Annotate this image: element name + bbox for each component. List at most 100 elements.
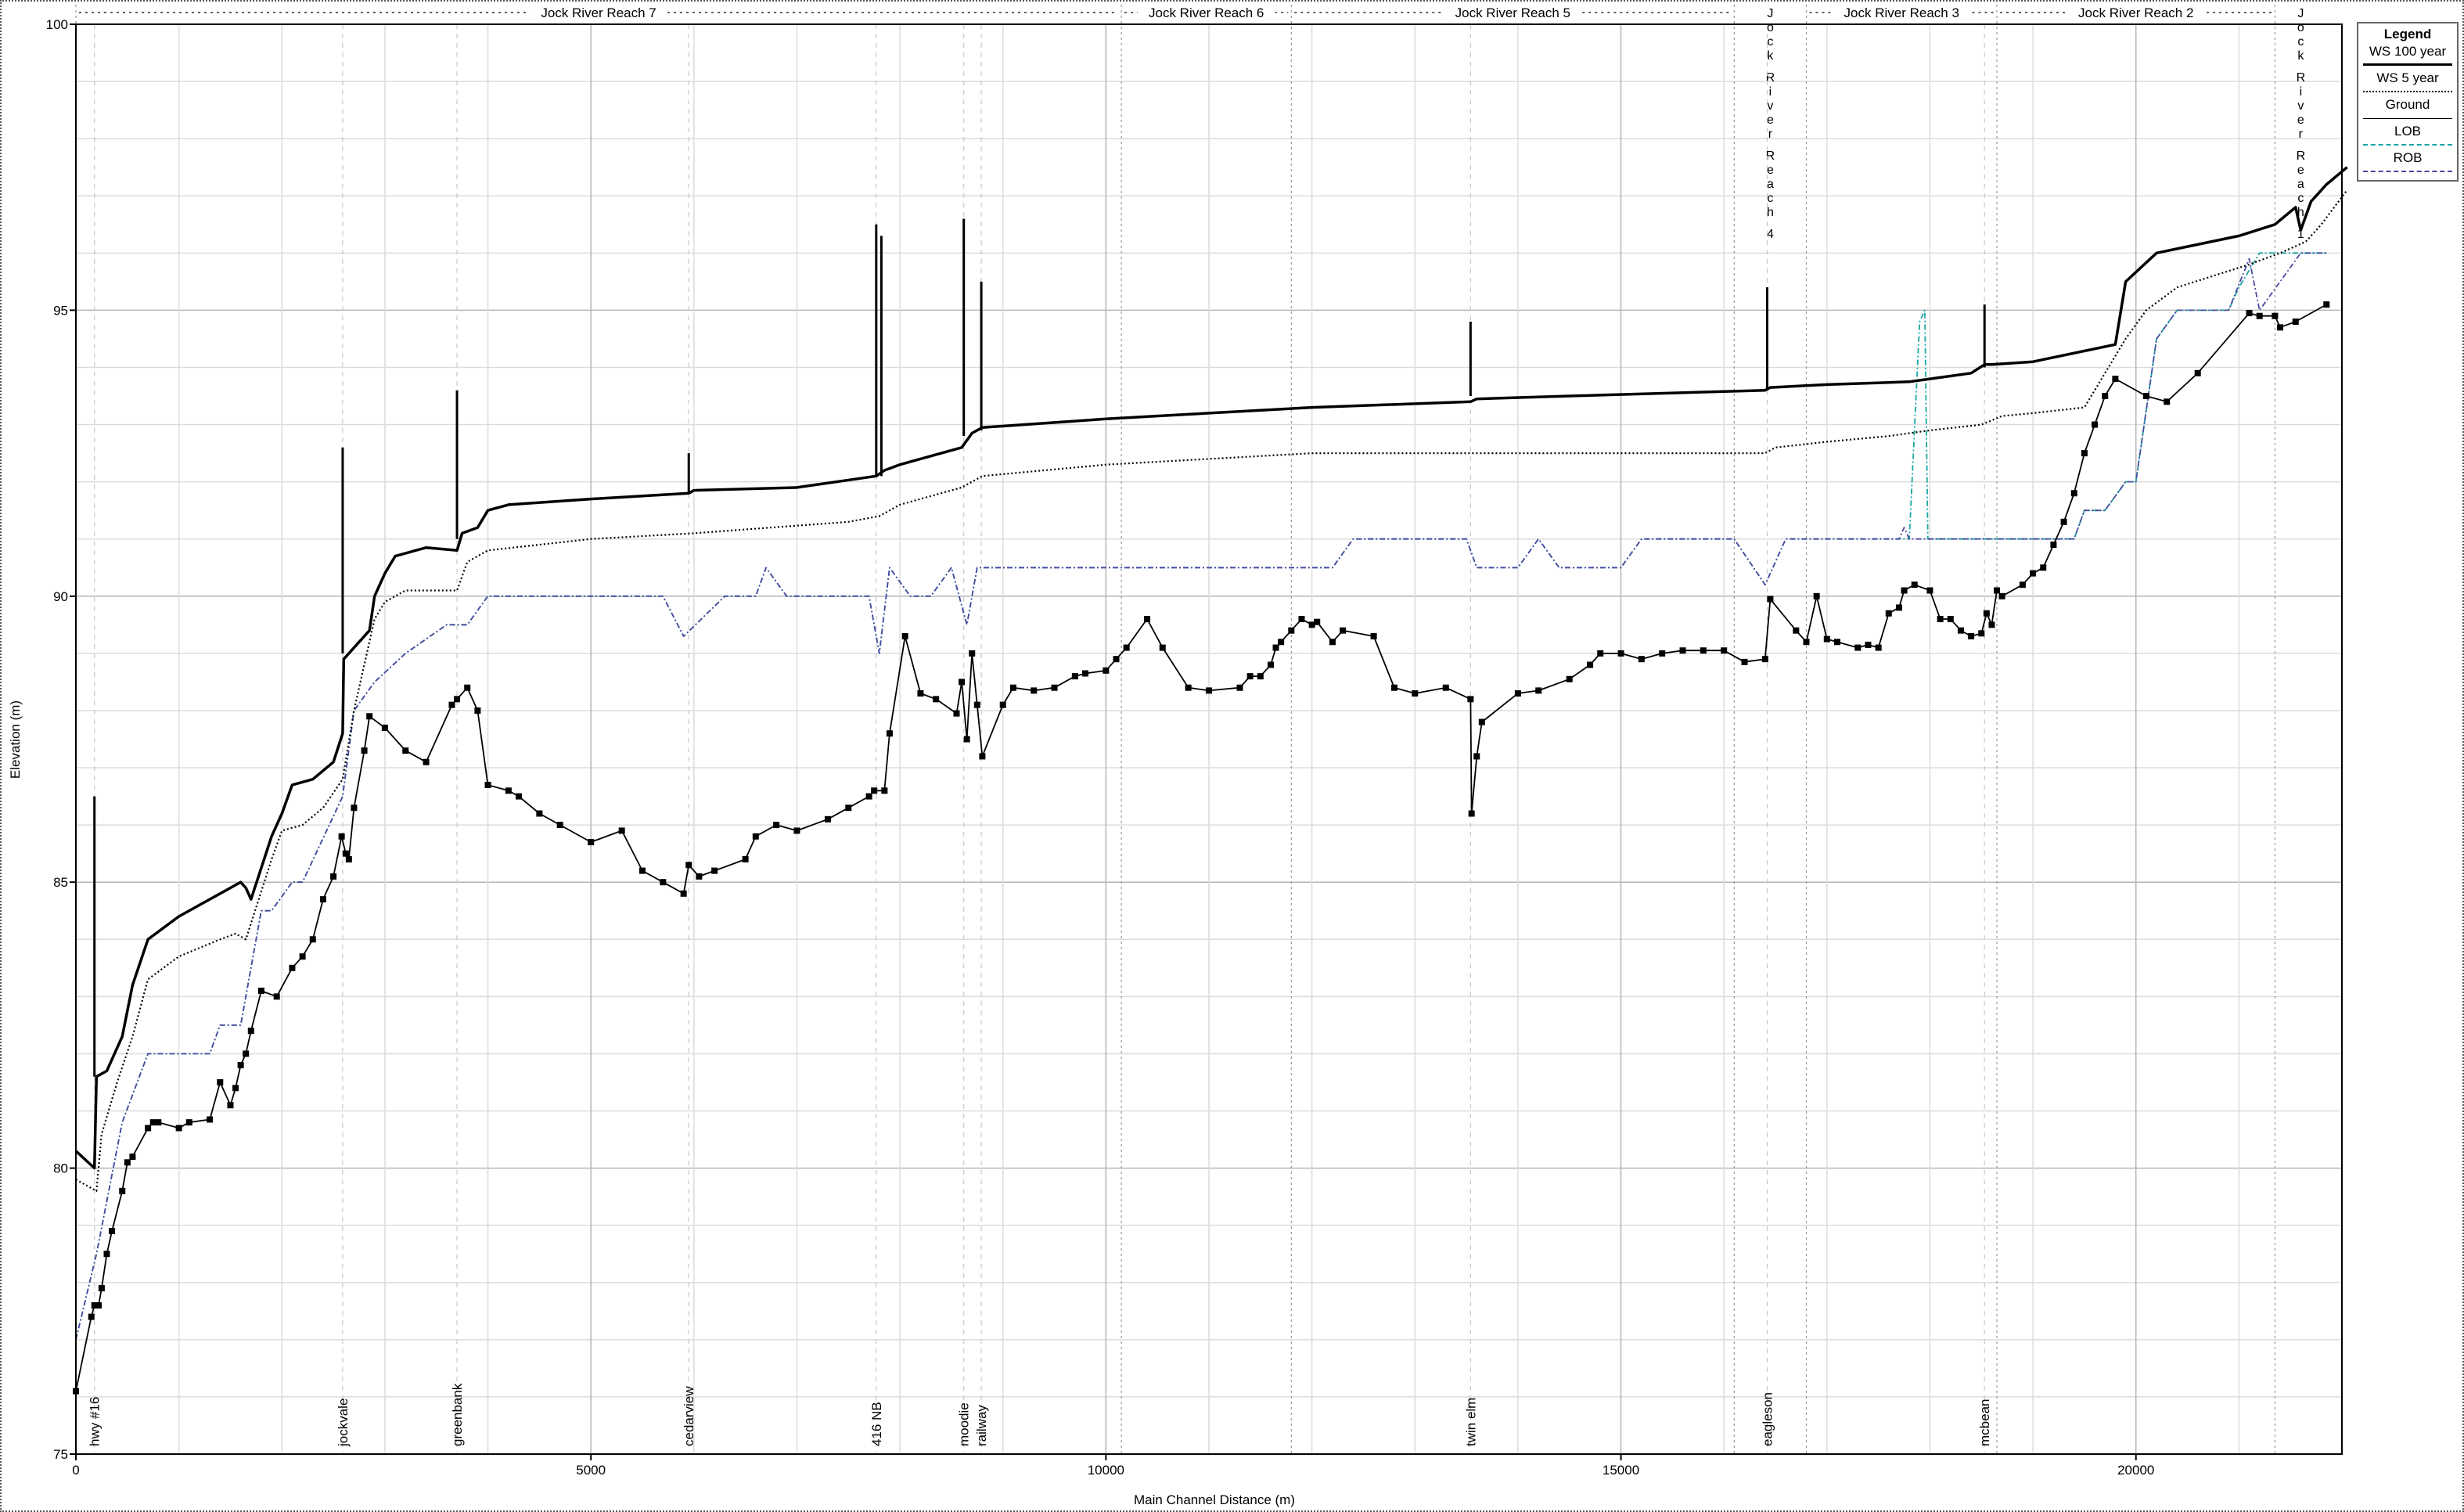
ground-marker (1340, 627, 1347, 634)
ground-marker (1803, 639, 1810, 646)
reach-label: Jock River Reach 2 (2078, 5, 2193, 20)
ground-marker (185, 1119, 192, 1126)
ground-marker (1206, 687, 1212, 694)
ground-marker (1638, 656, 1645, 663)
ground-marker (2323, 301, 2330, 308)
ground-marker (119, 1187, 126, 1194)
ground-marker (865, 793, 872, 800)
ground-marker (1978, 630, 1985, 637)
ground-marker (1370, 632, 1377, 639)
ground-marker (1308, 621, 1315, 628)
ground-marker (742, 855, 749, 862)
ground-marker (2112, 376, 2119, 383)
ground-marker (1185, 684, 1192, 691)
ground-marker (129, 1153, 136, 1160)
axes: 75 80 85 90 95 100 0 5000 10000 15000 20000 (46, 17, 2343, 1478)
legend-item: Ground (2358, 95, 2457, 122)
ground-marker (88, 1313, 95, 1320)
ground-marker (752, 833, 759, 840)
ground-marker (474, 707, 481, 714)
ground-marker (484, 781, 491, 788)
ground-marker (711, 867, 718, 874)
reach-label-char: c (2297, 192, 2304, 205)
y-tick-label: 90 (53, 589, 68, 604)
series-line (75, 252, 2327, 1341)
legend-swatch (2363, 171, 2452, 172)
y-tick-label: 75 (53, 1447, 68, 1462)
ground-marker (448, 701, 455, 708)
reach-label-char: R (2297, 71, 2306, 85)
ground-marker (953, 710, 960, 717)
ground-marker (1144, 616, 1151, 623)
ground-marker (963, 736, 970, 743)
ground-marker (2256, 312, 2263, 319)
ground-marker (1103, 667, 1110, 674)
ground-marker (1721, 647, 1728, 654)
legend-swatch (2363, 118, 2452, 119)
structure-label: 416 NB (869, 1402, 884, 1446)
ground-marker (1679, 647, 1686, 654)
ground-marker (1514, 690, 1521, 697)
ground-marker (2070, 490, 2077, 497)
x-axis-label: Main Channel Distance (m) (1134, 1492, 1295, 1507)
ground-marker (243, 1050, 250, 1057)
ground-marker (1885, 610, 1892, 617)
reach-label-char: J (2297, 7, 2304, 20)
reach-label-char: c (2297, 35, 2304, 49)
legend-item: WS 100 year (2358, 42, 2457, 69)
ground-marker (1854, 644, 1861, 651)
series-line (75, 252, 2327, 1341)
ground-marker (103, 1251, 110, 1258)
series-line (74, 166, 2348, 1170)
y-axis-label: Elevation (m) (8, 700, 23, 779)
ground-marker (175, 1125, 182, 1132)
ground-marker (351, 805, 358, 812)
y-tick-label: 95 (53, 303, 68, 318)
reach-label: Jock River Reach 3 (1844, 5, 1959, 20)
ground-marker (959, 679, 966, 686)
ground-marker (1998, 592, 2005, 599)
ground-marker (1761, 656, 1768, 663)
ground-marker (793, 827, 800, 834)
ground-marker (639, 867, 646, 874)
ground-marker (1813, 592, 1820, 599)
ground-marker (979, 753, 986, 760)
ground-marker (886, 730, 893, 737)
series-lines (73, 166, 2348, 1395)
reach-label-char: r (1768, 128, 1773, 141)
ground-marker (299, 953, 306, 960)
ground-marker (1937, 616, 1944, 623)
ground-marker (381, 724, 388, 731)
reach-label-char: r (2299, 128, 2304, 141)
ground-marker (1911, 581, 1918, 589)
reach-label-char: o (2297, 21, 2304, 34)
ground-marker (1314, 618, 1321, 625)
ground-marker (227, 1102, 234, 1109)
ground-marker (155, 1119, 162, 1126)
ground-marker (1467, 696, 1474, 703)
ground-marker (1833, 639, 1840, 646)
ground-marker (871, 787, 878, 794)
ground-marker (1659, 650, 1666, 657)
legend-item: WS 5 year (2358, 69, 2457, 95)
ground-marker (1257, 673, 1264, 680)
legend-swatch (2363, 63, 2452, 66)
ground-marker (1566, 675, 1573, 682)
ground-marker (2277, 324, 2284, 331)
reach-label-char: J (1767, 7, 1773, 20)
ground-marker (696, 873, 703, 880)
ground-marker (1236, 684, 1243, 691)
ground-marker (1390, 684, 1397, 691)
ground-marker (1597, 650, 1604, 657)
reach-label-char: e (1767, 164, 1774, 177)
ground-marker (464, 684, 471, 691)
legend-item: ROB (2358, 149, 2457, 175)
legend-title: Legend (2383, 27, 2432, 41)
x-tick-label: 5000 (576, 1463, 606, 1478)
legend-item: LOB (2358, 122, 2457, 149)
legend-swatch (2363, 144, 2452, 146)
ground-marker (917, 690, 924, 697)
reach-label-char: e (2297, 113, 2304, 127)
ground-marker (2102, 393, 2109, 400)
